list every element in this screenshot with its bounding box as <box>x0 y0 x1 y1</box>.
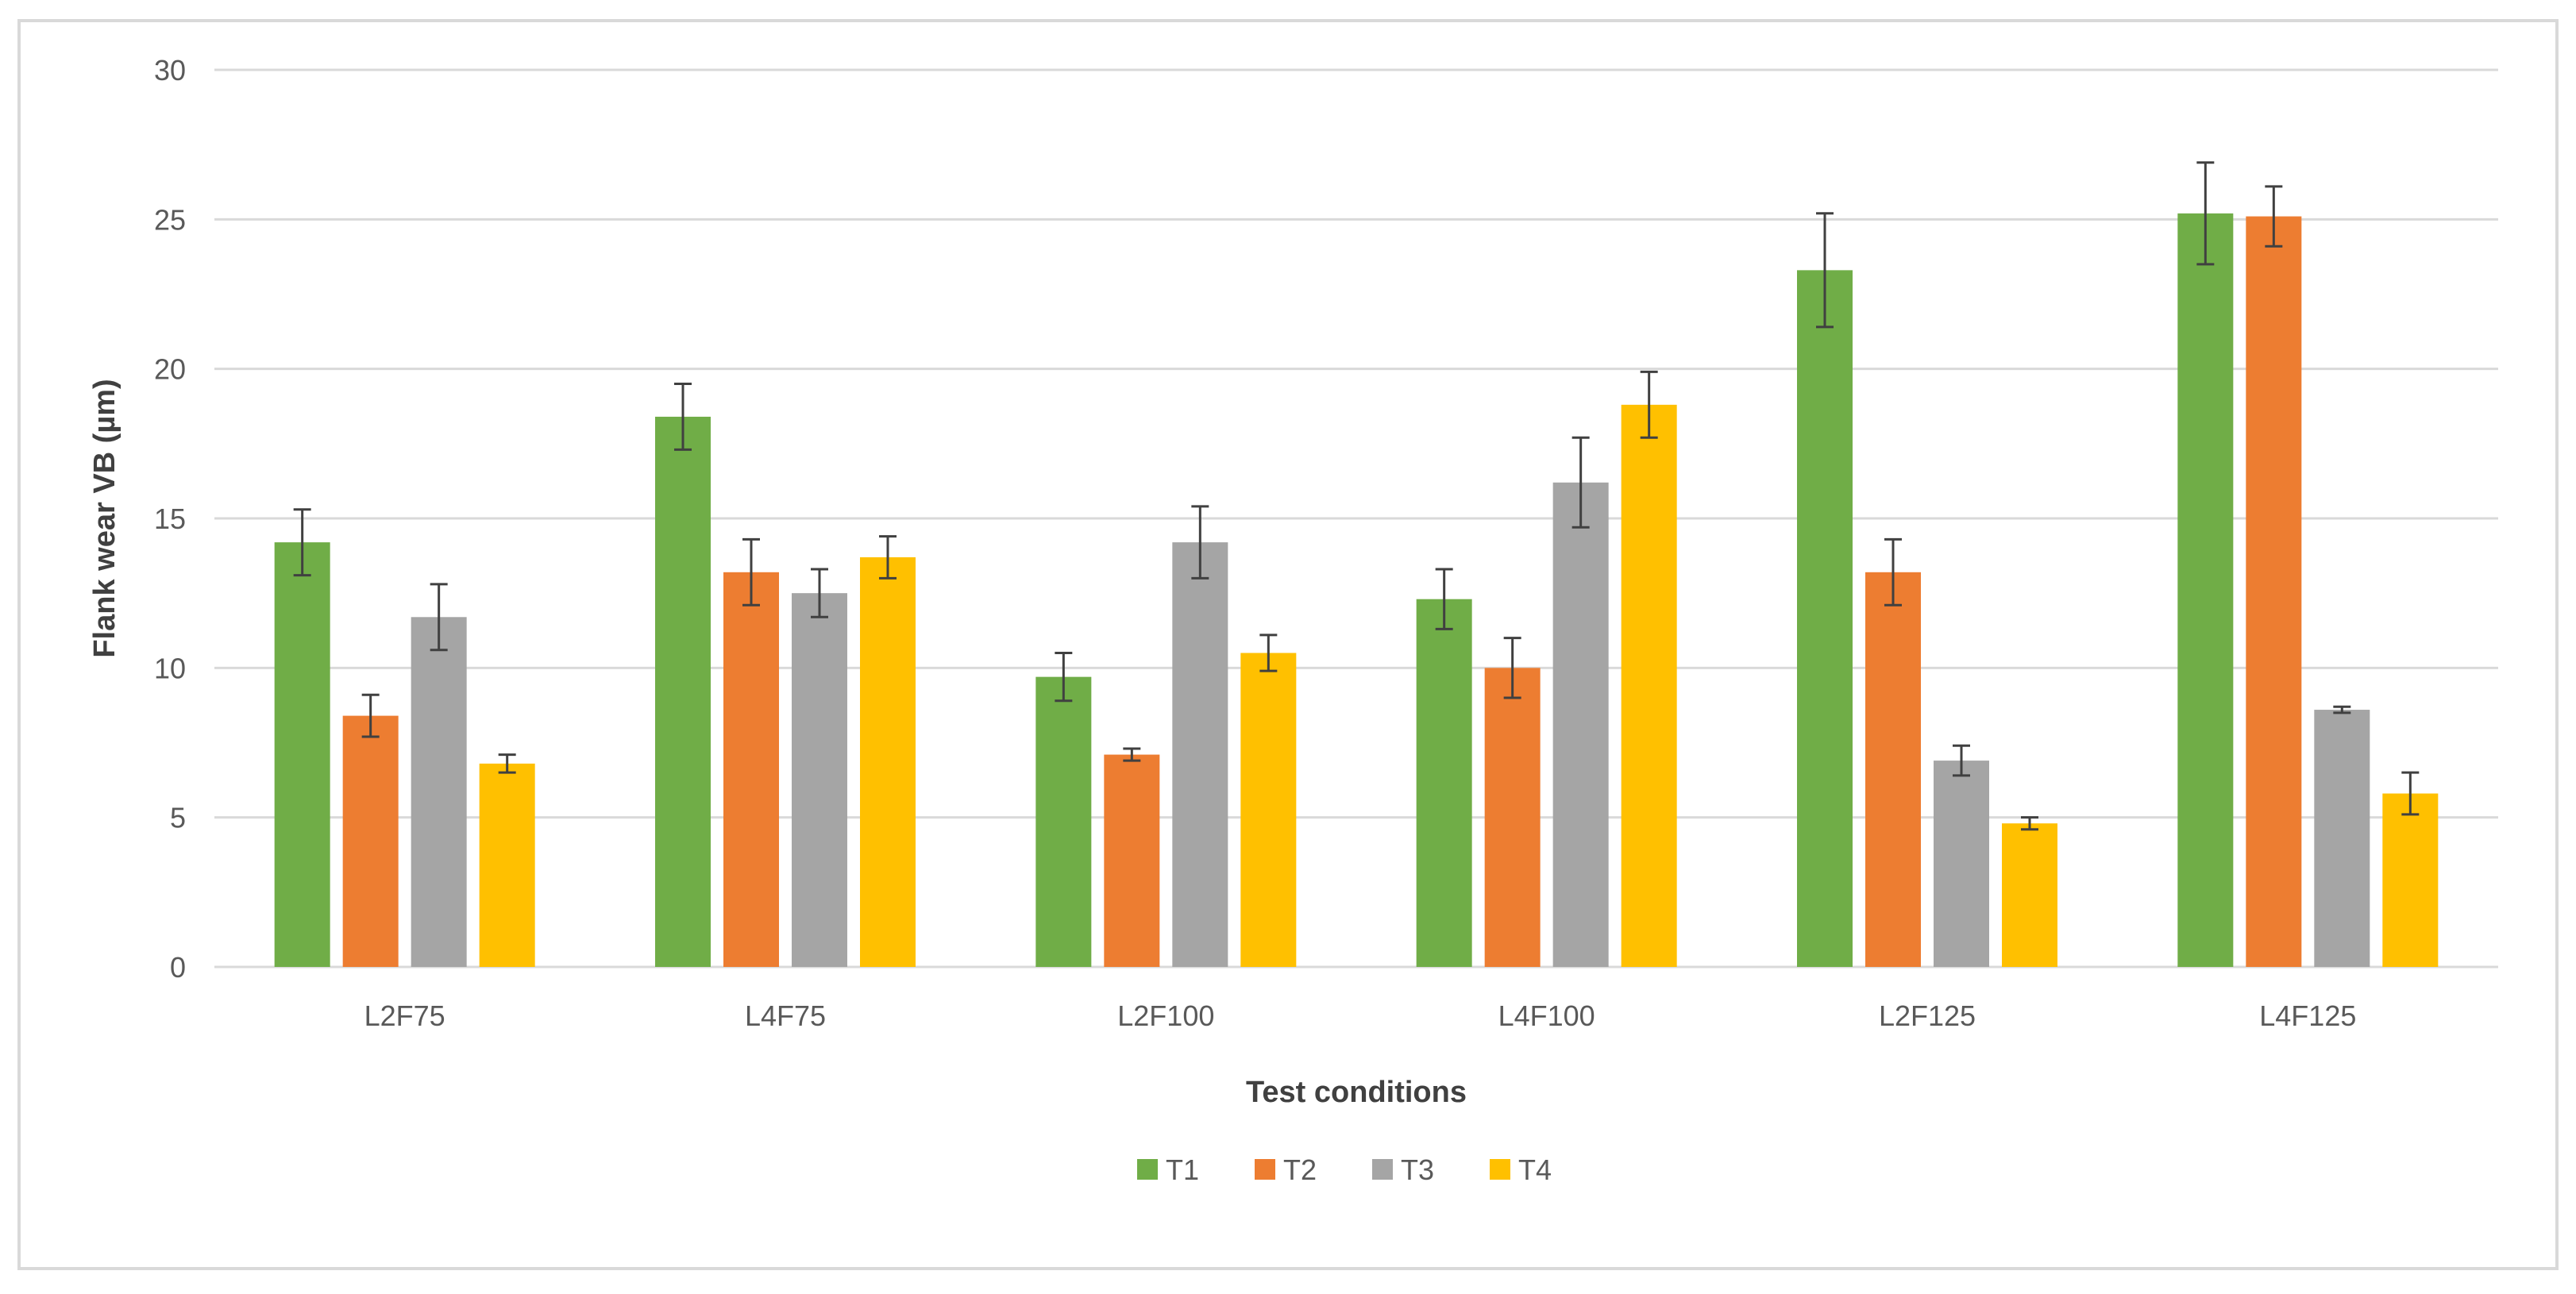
error-bar-t2-l2f75 <box>361 693 380 738</box>
y-tick-label: 20 <box>154 353 186 386</box>
bar-t4-l4f125 <box>2382 793 2439 967</box>
x-tick-label: L4F100 <box>1498 999 1595 1032</box>
bar-t1-l2f75 <box>274 542 330 967</box>
error-bar-t1-l4f125 <box>2196 161 2215 266</box>
error-bar-t3-l2f100 <box>1191 505 1209 580</box>
bar-t1-l4f125 <box>2177 213 2234 967</box>
bar-t3-l4f125 <box>2314 710 2370 967</box>
error-bar-t4-l2f100 <box>1259 634 1278 672</box>
error-bar-t2-l2f125 <box>1884 537 1902 607</box>
y-tick-label: 5 <box>170 802 186 834</box>
y-tick-label: 0 <box>170 951 186 984</box>
bar-t4-l4f100 <box>1621 404 1677 967</box>
error-bar-t1-l4f100 <box>1435 568 1453 630</box>
chart-frame: 0 5 10 15 20 25 30 L2F75 L4F75 L2F100 L4F100 L2F125… <box>17 19 2559 1270</box>
legend-item-t1: T1 <box>1137 1153 1199 1186</box>
legend: T1 T2 T3 T4 <box>1137 1153 1552 1186</box>
bar-t1-l2f100 <box>1035 676 1092 967</box>
y-tick-label: 15 <box>154 503 186 535</box>
error-bar-t2-l4f75 <box>742 537 760 607</box>
bar-t2-l2f125 <box>1865 572 1921 967</box>
legend-item-t3: T3 <box>1372 1153 1434 1186</box>
legend-item-t4: T4 <box>1490 1153 1552 1186</box>
y-tick-label: 25 <box>154 203 186 236</box>
bar-chart: 0 5 10 15 20 25 30 L2F75 L4F75 L2F100 L4F100 L2F125… <box>88 54 2498 1186</box>
bar-t3-l4f75 <box>792 593 847 967</box>
bar-t2-l4f125 <box>2246 216 2302 967</box>
bar-t1-l4f100 <box>1416 599 1472 967</box>
legend-label-t3: T3 <box>1401 1153 1434 1186</box>
bar-t1-l2f125 <box>1797 270 1853 967</box>
error-bar-t1-l2f100 <box>1055 652 1073 703</box>
bar-t4-l2f125 <box>2002 823 2057 967</box>
error-bars <box>293 161 2420 831</box>
legend-swatch-t2 <box>1255 1159 1275 1180</box>
y-tick-label: 30 <box>154 54 186 87</box>
error-bar-t2-l4f100 <box>1503 637 1521 699</box>
error-bar-t3-l4f100 <box>1571 436 1590 529</box>
error-bar-t2-l4f125 <box>2265 185 2283 248</box>
error-bar-t4-l4f100 <box>1640 370 1658 439</box>
legend-label-t1: T1 <box>1166 1153 1199 1186</box>
error-bar-t2-l2f100 <box>1123 747 1141 762</box>
bar-t2-l4f75 <box>723 572 779 967</box>
legend-swatch-t3 <box>1372 1159 1393 1180</box>
error-bar-t4-l4f75 <box>879 535 897 580</box>
bar-t3-l2f75 <box>411 617 467 967</box>
legend-swatch-t1 <box>1137 1159 1158 1180</box>
bar-t3-l2f125 <box>1934 761 1989 967</box>
bar-t4-l2f75 <box>479 763 535 967</box>
bar-t3-l4f100 <box>1552 482 1609 967</box>
error-bar-t4-l2f125 <box>2021 816 2038 831</box>
x-axis-title: Test conditions <box>1246 1076 1467 1109</box>
y-tick-label: 10 <box>154 652 186 684</box>
legend-swatch-t4 <box>1490 1159 1510 1180</box>
legend-item-t2: T2 <box>1255 1153 1317 1186</box>
x-tick-label: L4F125 <box>2259 999 2356 1032</box>
bar-t2-l2f75 <box>342 715 399 967</box>
bar-t4-l4f75 <box>860 556 916 967</box>
legend-label-t2: T2 <box>1283 1153 1317 1186</box>
error-bar-t3-l4f125 <box>2333 705 2351 714</box>
error-bar-t4-l2f75 <box>498 753 516 774</box>
x-tick-label: L2F100 <box>1117 999 1214 1032</box>
bar-t2-l2f100 <box>1104 754 1160 967</box>
error-bar-t4-l4f125 <box>2401 771 2420 816</box>
x-tick-label: L2F75 <box>364 999 445 1032</box>
bars <box>274 213 2439 967</box>
legend-label-t4: T4 <box>1518 1153 1552 1186</box>
bar-t3-l2f100 <box>1172 542 1228 967</box>
error-bar-t1-l2f75 <box>293 508 311 577</box>
error-bar-t3-l2f75 <box>430 583 448 652</box>
error-bar-t1-l4f75 <box>674 383 692 451</box>
x-tick-label: L2F125 <box>1879 999 1976 1032</box>
axes: 0 5 10 15 20 25 30 L2F75 L4F75 L2F100 L4F100 L2F125… <box>154 54 2356 1032</box>
bar-t1-l4f75 <box>655 416 711 967</box>
x-tick-label: L4F75 <box>745 999 826 1032</box>
gridlines <box>214 68 2498 969</box>
error-bar-t1-l2f125 <box>1816 212 1834 329</box>
error-bar-t3-l2f125 <box>1953 744 1970 777</box>
error-bar-t3-l4f75 <box>811 568 828 618</box>
bar-t2-l4f100 <box>1484 668 1541 967</box>
y-axis-title: Flank wear VB (µm) <box>88 379 121 657</box>
bar-t4-l2f100 <box>1240 653 1297 967</box>
